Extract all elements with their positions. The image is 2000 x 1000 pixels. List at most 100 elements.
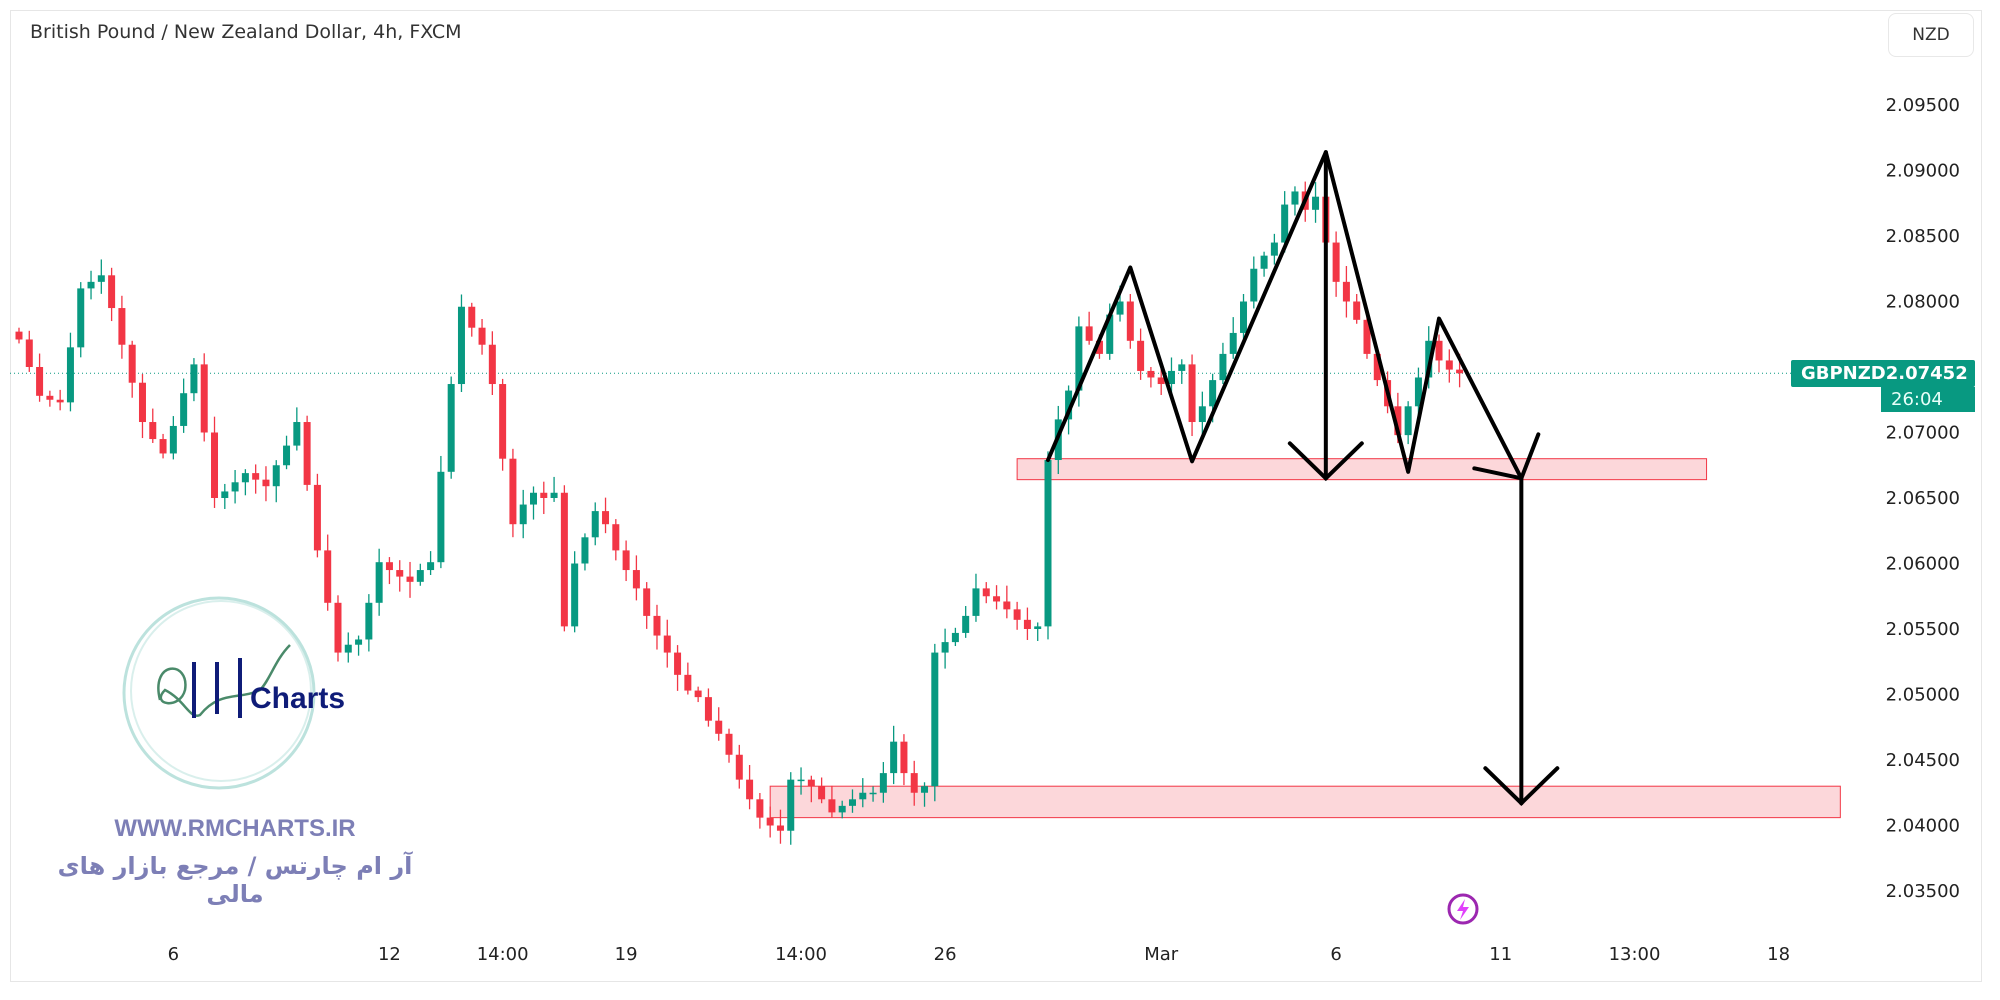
candle-bearish bbox=[776, 809, 784, 844]
candle-bearish bbox=[735, 744, 743, 789]
candle-bearish bbox=[632, 555, 640, 601]
candle-bearish bbox=[704, 688, 712, 727]
candle-bullish bbox=[571, 551, 579, 633]
candle-body bbox=[756, 799, 764, 818]
candle-body bbox=[694, 690, 702, 698]
candle-body bbox=[879, 773, 887, 793]
candle-bullish bbox=[447, 376, 455, 479]
candle-body bbox=[1178, 364, 1186, 371]
candle-body bbox=[1137, 340, 1145, 371]
candle-bearish bbox=[725, 728, 733, 763]
candle-bearish bbox=[1023, 607, 1031, 640]
arrow-head bbox=[1287, 441, 1364, 482]
candle-bearish bbox=[15, 327, 23, 344]
candle-body bbox=[663, 635, 671, 653]
candle-bearish bbox=[540, 481, 548, 515]
lightning-icon[interactable] bbox=[1445, 891, 1481, 927]
candle-bullish bbox=[859, 778, 867, 808]
candle-body bbox=[972, 588, 980, 616]
candle-bearish bbox=[25, 330, 33, 372]
candle-bullish bbox=[77, 282, 85, 358]
candle-body bbox=[1106, 314, 1114, 354]
candle-body bbox=[427, 562, 435, 571]
candle-body bbox=[149, 422, 157, 440]
candle-body bbox=[910, 773, 918, 793]
candle-bullish bbox=[1312, 182, 1320, 223]
candle-body bbox=[499, 384, 507, 459]
price-tick-label: 2.05500 bbox=[1886, 619, 1960, 640]
candle-body bbox=[560, 492, 568, 627]
candle-body bbox=[1312, 196, 1320, 210]
candle-body bbox=[921, 786, 929, 793]
time-tick-label: 18 bbox=[1767, 944, 1790, 965]
candle-bearish bbox=[1126, 293, 1134, 349]
candle-body bbox=[591, 511, 599, 538]
candle-body bbox=[1116, 301, 1124, 315]
candle-bearish bbox=[694, 686, 702, 703]
candle-body bbox=[1188, 364, 1196, 423]
candle-bearish bbox=[900, 734, 908, 786]
support-zone bbox=[769, 785, 1841, 819]
candle-bullish bbox=[344, 632, 352, 663]
candle-body bbox=[272, 465, 280, 487]
candle-bearish bbox=[766, 806, 774, 838]
candle-body bbox=[1435, 340, 1443, 361]
candle-body bbox=[1229, 332, 1237, 354]
candle-body bbox=[540, 492, 548, 498]
candle-body bbox=[818, 786, 826, 800]
candle-bearish bbox=[674, 645, 682, 691]
candle-body bbox=[776, 825, 784, 831]
time-tick-label: 14:00 bbox=[775, 944, 827, 965]
candle-bearish bbox=[406, 561, 414, 598]
candle-bullish bbox=[180, 378, 188, 433]
candle-bearish bbox=[653, 604, 661, 650]
candle-bearish bbox=[993, 585, 1001, 610]
candle-bullish bbox=[869, 786, 877, 802]
candle-body bbox=[355, 639, 363, 645]
currency-button[interactable]: NZD bbox=[1888, 13, 1974, 57]
candle-body bbox=[951, 632, 959, 643]
candle-bearish bbox=[1353, 293, 1361, 324]
candle-body bbox=[108, 275, 116, 309]
candle-bearish bbox=[1445, 349, 1453, 383]
price-tick-label: 2.04500 bbox=[1886, 750, 1960, 771]
candle-body bbox=[15, 331, 23, 340]
candle-body bbox=[571, 563, 579, 627]
candle-bullish bbox=[1260, 251, 1268, 277]
time-tick-label: 6 bbox=[168, 944, 179, 965]
candle-bearish bbox=[1435, 334, 1443, 373]
candle-bearish bbox=[1342, 266, 1350, 318]
candle-body bbox=[1456, 369, 1464, 374]
candle-body bbox=[1209, 380, 1217, 407]
candle-bearish bbox=[643, 582, 651, 629]
candle-body bbox=[622, 550, 630, 571]
candle-body bbox=[787, 779, 795, 831]
candle-bullish bbox=[519, 489, 527, 539]
candle-bullish bbox=[437, 455, 445, 569]
candle-bearish bbox=[303, 415, 311, 491]
watermark-tagline: آر ام چارتس / مرجع بازار های مالی bbox=[57, 852, 413, 908]
candle-body bbox=[550, 492, 558, 498]
candle-bearish bbox=[128, 340, 136, 398]
candle-bullish bbox=[1044, 451, 1052, 640]
candle-body bbox=[159, 439, 167, 454]
candle-bullish bbox=[169, 416, 177, 460]
time-tick-label: 13:00 bbox=[1609, 944, 1661, 965]
candle-body bbox=[1291, 191, 1299, 205]
candle-body bbox=[674, 652, 682, 675]
candle-bearish bbox=[108, 267, 116, 322]
candle-body bbox=[1342, 281, 1350, 302]
candle-body bbox=[1219, 353, 1227, 381]
candle-bearish bbox=[56, 389, 64, 411]
candle-bullish bbox=[87, 270, 95, 300]
candle-body bbox=[838, 805, 846, 813]
candle-body bbox=[1425, 340, 1433, 378]
candle-bearish bbox=[211, 416, 219, 508]
candle-body bbox=[303, 422, 311, 485]
candle-bearish bbox=[602, 497, 610, 534]
candle-bearish bbox=[756, 792, 764, 829]
candle-body bbox=[1095, 340, 1103, 354]
candle-body bbox=[900, 741, 908, 774]
candle-bullish bbox=[1198, 391, 1206, 438]
